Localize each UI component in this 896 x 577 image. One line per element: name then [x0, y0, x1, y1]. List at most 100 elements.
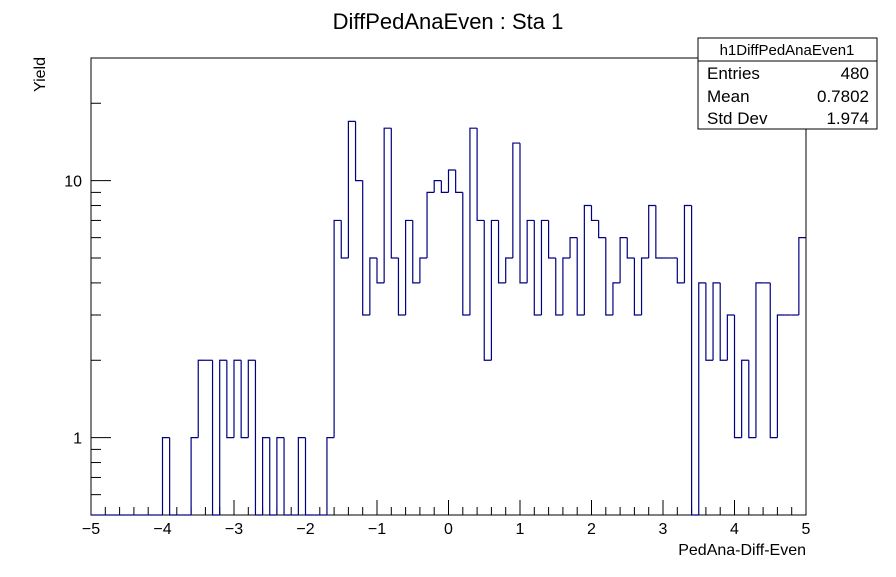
histogram-bin — [555, 257, 563, 316]
stats-mean-value: 0.7802 — [817, 87, 869, 106]
histogram-bin — [583, 204, 592, 316]
histogram-bin — [433, 180, 442, 193]
histogram-bin — [741, 359, 749, 438]
histogram-bin — [548, 220, 556, 259]
histogram-bin — [598, 220, 606, 239]
histogram-bin — [262, 437, 270, 515]
histogram-bin — [726, 314, 735, 361]
histogram-bin — [455, 169, 463, 193]
histogram-bin — [712, 282, 721, 361]
histogram-bin — [648, 204, 656, 258]
x-tick-label: −4 — [153, 521, 171, 538]
histogram-bin — [333, 219, 342, 438]
histogram-bin — [197, 359, 206, 438]
histogram-bin — [619, 237, 628, 283]
histogram-bin — [233, 359, 242, 438]
histogram-bin — [354, 121, 363, 182]
histogram-bin — [304, 437, 313, 516]
histogram-bin — [683, 204, 692, 283]
histogram-bin — [169, 437, 177, 516]
histogram-bin — [440, 180, 449, 193]
histogram-bin — [469, 127, 478, 316]
histogram-bin — [211, 360, 220, 516]
histogram-bin — [369, 257, 377, 316]
histogram-bin — [512, 142, 520, 258]
histogram-bin — [383, 127, 392, 283]
histogram-bin — [705, 282, 714, 361]
stats-entries-label: Entries — [707, 64, 760, 83]
x-tick-label: −1 — [368, 521, 386, 538]
histogram-bin — [397, 257, 406, 316]
stats-mean-label: Mean — [707, 87, 750, 106]
histogram-bin — [283, 437, 292, 516]
histogram-bins — [91, 120, 806, 516]
chart-title: DiffPedAnaEven : Sta 1 — [333, 9, 564, 34]
x-tick-label: 5 — [802, 521, 811, 538]
histogram-bin — [462, 192, 470, 316]
histogram-bin — [612, 282, 621, 316]
histogram-bin — [219, 359, 227, 515]
histogram-bin — [497, 220, 506, 284]
histogram-bin — [447, 169, 456, 193]
histogram-bin — [676, 257, 685, 284]
histogram-bin — [254, 360, 263, 516]
stats-entries-value: 480 — [841, 64, 869, 83]
histogram-bin — [419, 257, 428, 283]
histogram-bin — [412, 220, 420, 284]
histogram-bin — [633, 257, 642, 316]
histogram-bin — [605, 237, 613, 316]
histogram-bin — [226, 360, 234, 439]
x-tick-label: 0 — [444, 521, 453, 538]
histogram-bin — [733, 315, 742, 439]
y-tick-label: 1 — [73, 431, 82, 448]
histogram-bin — [519, 143, 528, 284]
histogram-bin — [526, 219, 535, 283]
y-tick-label: 10 — [64, 174, 82, 191]
x-axis: −5 −4 −3 −2 −1 0 1 2 3 4 5 — [82, 500, 811, 538]
x-tick-label: −5 — [82, 521, 100, 538]
stats-stddev-label: Std Dev — [707, 109, 768, 128]
histogram-bin — [748, 360, 756, 439]
histogram-bin — [390, 128, 399, 259]
histogram-bin — [755, 282, 764, 438]
histogram-bin — [776, 314, 785, 438]
x-tick-label: 2 — [587, 521, 596, 538]
histogram-bin — [247, 359, 256, 438]
histogram-bin — [240, 360, 249, 439]
histogram-bin — [626, 237, 635, 259]
histogram-bin — [297, 437, 306, 515]
histogram-bin — [161, 437, 170, 515]
x-tick-label: 1 — [516, 521, 525, 538]
histogram-bin — [347, 120, 356, 258]
histogram-bin — [490, 219, 499, 361]
histogram-bin — [590, 205, 599, 222]
histogram-bin — [269, 437, 277, 516]
histogram-bin — [483, 220, 492, 361]
histogram-bin — [426, 191, 435, 258]
stats-box-frame — [697, 37, 878, 130]
x-tick-label: 3 — [659, 521, 668, 538]
histogram-bin — [562, 257, 571, 316]
histogram-bin — [540, 219, 549, 316]
histogram-bin — [698, 282, 706, 515]
histogram-bin — [376, 257, 385, 284]
histogram-bin — [326, 437, 335, 515]
histogram-bin — [533, 220, 542, 316]
histogram-bin — [655, 205, 663, 259]
histogram-bin — [798, 237, 806, 316]
histogram-bin — [476, 128, 485, 222]
x-tick-label: 4 — [730, 521, 739, 538]
stats-stddev-value: 1.974 — [826, 109, 869, 128]
histogram-bin — [640, 257, 649, 316]
histogram-bin — [691, 205, 699, 516]
histogram-bin — [505, 257, 513, 283]
y-axis: 1 10 — [64, 57, 111, 516]
stats-histogram-name: h1DiffPedAnaEven1 — [720, 42, 855, 59]
stats-box: h1DiffPedAnaEven1 Entries 480 Mean 0.780… — [697, 37, 878, 130]
histogram-bin — [569, 237, 578, 258]
histogram-bin — [576, 237, 585, 316]
y-axis-label: Yield — [32, 57, 49, 92]
x-tick-label: −3 — [225, 521, 243, 538]
